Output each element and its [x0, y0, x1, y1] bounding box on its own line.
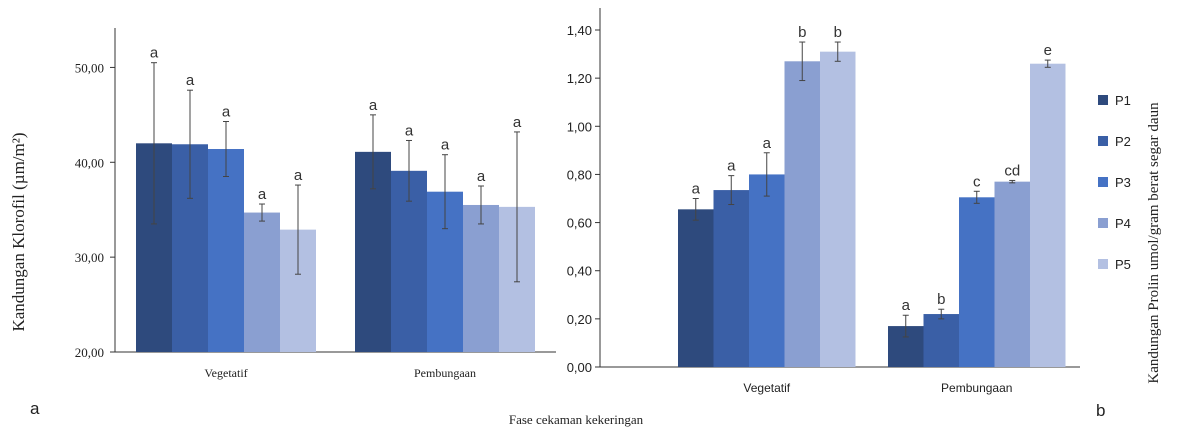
bar	[784, 61, 820, 368]
significance-letter: a	[763, 135, 772, 152]
y-tick-label: 1,20	[567, 71, 592, 86]
bar	[713, 190, 749, 367]
significance-letter: b	[937, 291, 945, 308]
bar	[959, 197, 995, 367]
significance-letter: a	[369, 97, 378, 114]
bar	[994, 181, 1030, 367]
shared-x-axis-label: Fase cekaman kekeringan	[509, 412, 644, 427]
significance-letter: a	[222, 103, 231, 120]
legend-swatch	[1098, 259, 1108, 269]
y-tick-label: 40,00	[75, 155, 104, 170]
y-tick-label: 0,60	[567, 216, 592, 231]
y-axis-label-chlorophyll: Kandungan Klorofil (µm/m²)	[9, 132, 28, 331]
legend-label: P4	[1115, 216, 1131, 231]
legend-label: P5	[1115, 257, 1131, 272]
y-tick-label: 30,00	[75, 250, 104, 265]
y-tick-label: 50,00	[75, 60, 104, 75]
significance-letter: a	[513, 114, 522, 131]
category-label: Vegetatif	[204, 366, 247, 380]
legend-swatch	[1098, 177, 1108, 187]
category-label: Pembungaan	[941, 381, 1012, 395]
significance-letter: a	[258, 186, 267, 203]
significance-letter: a	[441, 137, 450, 154]
y-tick-label: 0,00	[567, 360, 592, 375]
significance-letter: a	[477, 168, 486, 185]
bar	[820, 51, 856, 368]
y-tick-label: 0,40	[567, 264, 592, 279]
category-label: Vegetatif	[743, 381, 790, 395]
bar	[208, 149, 244, 352]
significance-letter: e	[1044, 42, 1052, 59]
legend-label: P1	[1115, 93, 1131, 108]
y-axis-label-proline: Kandungan Prolin umol/gram berat segar d…	[1146, 102, 1162, 384]
significance-letter: b	[834, 24, 842, 41]
y-tick-label: 1,40	[567, 23, 592, 38]
legend-label: P2	[1115, 134, 1131, 149]
significance-letter: b	[798, 24, 806, 41]
panel-label-a: a	[30, 399, 40, 418]
bar	[463, 204, 499, 352]
bar	[749, 174, 785, 367]
legend-swatch	[1098, 95, 1108, 105]
significance-letter: a	[727, 158, 736, 175]
legend-label: P3	[1115, 175, 1131, 190]
legend: P1 P2 P3 P4 P5	[1098, 93, 1131, 272]
significance-letter: a	[294, 167, 303, 184]
bar	[1030, 63, 1066, 367]
significance-letter: a	[902, 297, 911, 314]
bar	[678, 209, 714, 367]
y-tick-label: 20,00	[75, 345, 104, 360]
chart-chlorophyll: Kandungan Klorofil (µm/m²) 20,00 30,00 40,…	[9, 28, 556, 380]
significance-letter: cd	[1004, 162, 1020, 179]
significance-letter: a	[405, 122, 414, 139]
significance-letter: a	[692, 181, 701, 198]
legend-swatch	[1098, 136, 1108, 146]
category-label: Pembungaan	[414, 366, 476, 380]
significance-letter: a	[150, 45, 159, 62]
bar	[244, 212, 280, 352]
chart-proline: Kandungan Prolin umol/gram berat segar d…	[567, 8, 1162, 395]
panel-label-b: b	[1096, 401, 1105, 420]
legend-swatch	[1098, 218, 1108, 228]
bar	[923, 314, 959, 367]
y-tick-label: 1,00	[567, 119, 592, 134]
significance-letter: a	[186, 72, 195, 89]
y-tick-label: 0,80	[567, 167, 592, 182]
significance-letter: c	[973, 173, 981, 190]
y-tick-label: 0,20	[567, 312, 592, 327]
